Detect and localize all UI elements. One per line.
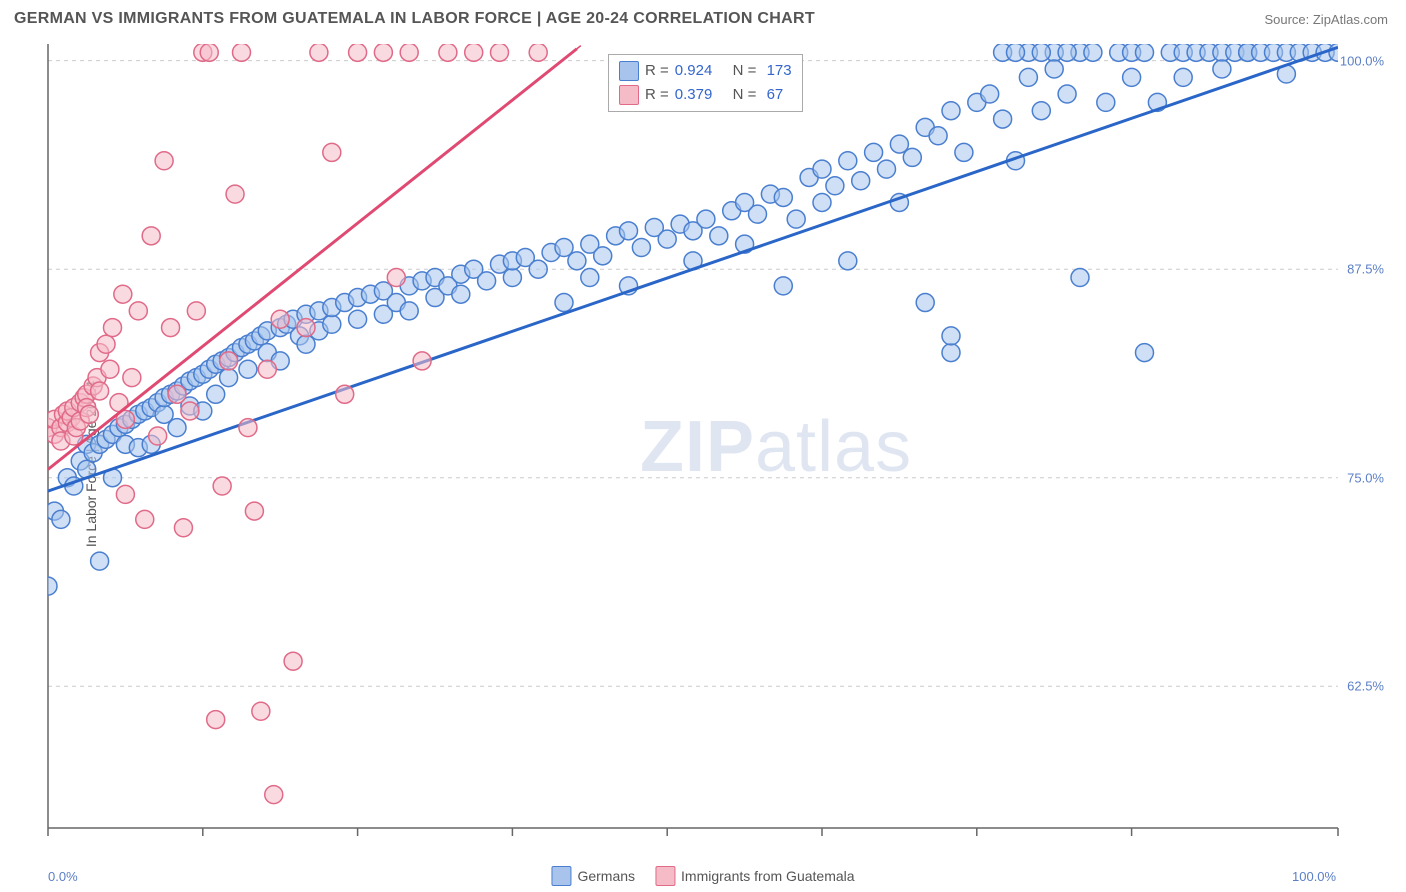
n-value: 67: [762, 83, 783, 107]
chart-header: GERMAN VS IMMIGRANTS FROM GUATEMALA IN L…: [0, 0, 1406, 34]
scatter-plot-svg: [0, 36, 1406, 892]
legend-item: Immigrants from Guatemala: [655, 866, 855, 886]
legend-item: Germans: [551, 866, 635, 886]
r-value: 0.379: [675, 83, 713, 107]
chart-title: GERMAN VS IMMIGRANTS FROM GUATEMALA IN L…: [14, 10, 815, 28]
correlation-stats-box: R = 0.924 N = 173R = 0.379 N = 67: [608, 54, 803, 112]
legend-swatch: [655, 866, 675, 886]
stats-swatch: [619, 85, 639, 105]
stats-row: R = 0.924 N = 173: [619, 59, 792, 83]
y-tick-label: 100.0%: [1340, 53, 1384, 68]
chart-source: Source: ZipAtlas.com: [1264, 12, 1388, 27]
n-value: 173: [762, 59, 791, 83]
r-value: 0.924: [675, 59, 713, 83]
bottom-legend: Germans Immigrants from Guatemala: [551, 866, 854, 886]
y-tick-label: 87.5%: [1347, 262, 1384, 277]
y-tick-label: 75.0%: [1347, 470, 1384, 485]
stats-swatch: [619, 61, 639, 81]
stats-row: R = 0.379 N = 67: [619, 83, 792, 107]
legend-label: Germans: [577, 868, 635, 884]
x-axis-max-label: 100.0%: [1292, 869, 1336, 884]
chart-area: In Labor Force | Age 20-24 ZIPatlas R = …: [0, 36, 1406, 892]
y-tick-label: 62.5%: [1347, 679, 1384, 694]
legend-label: Immigrants from Guatemala: [681, 868, 855, 884]
legend-swatch: [551, 866, 571, 886]
x-axis-min-label: 0.0%: [48, 869, 78, 884]
